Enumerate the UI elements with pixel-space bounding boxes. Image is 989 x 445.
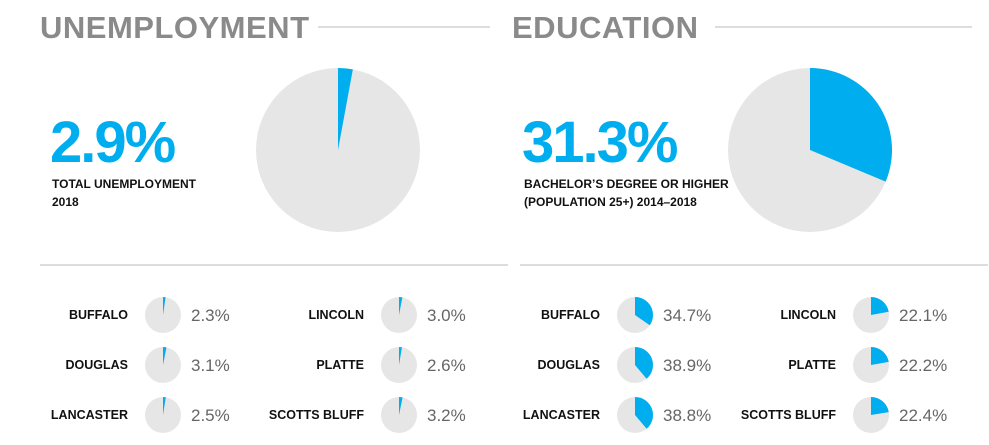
pie-slice — [338, 68, 353, 150]
county-name: LINCOLN — [780, 308, 836, 322]
county-value: 2.5% — [191, 406, 230, 425]
pie-slice — [163, 347, 167, 365]
county-value: 38.8% — [663, 406, 711, 425]
county-value: 3.1% — [191, 356, 230, 375]
pie-slice — [163, 397, 166, 415]
pie-slice — [163, 297, 166, 315]
county-name: PLATTE — [316, 358, 364, 372]
county-name: PLATTE — [788, 358, 836, 372]
headline-description: (POPULATION 25+) 2014–2018 — [524, 195, 697, 209]
pie-slice — [399, 397, 403, 415]
county-name: LINCOLN — [308, 308, 364, 322]
headline-description: TOTAL UNEMPLOYMENT — [52, 177, 197, 191]
county-name: DOUGLAS — [66, 358, 129, 372]
pie-slice — [635, 397, 654, 429]
county-value: 3.2% — [427, 406, 466, 425]
pie-slice — [871, 297, 889, 315]
pie-slice — [635, 347, 654, 379]
county-value: 22.1% — [899, 306, 947, 325]
county-name: SCOTTS BLUFF — [741, 408, 836, 422]
section-title: UNEMPLOYMENT — [40, 10, 310, 45]
pie-slice — [810, 68, 892, 182]
pie-slice — [871, 347, 889, 365]
county-value: 3.0% — [427, 306, 466, 325]
headline-description: 2018 — [52, 195, 79, 209]
county-name: BUFFALO — [69, 308, 128, 322]
pie-slice — [399, 347, 402, 365]
headline-value: 2.9% — [50, 110, 176, 175]
county-name: LANCASTER — [523, 408, 600, 422]
headline-value: 31.3% — [522, 110, 678, 175]
county-value: 38.9% — [663, 356, 711, 375]
pie-slice — [635, 297, 653, 326]
pie-slice — [399, 297, 403, 315]
pie-slice — [871, 397, 889, 415]
county-value: 22.2% — [899, 356, 947, 375]
county-name: BUFFALO — [541, 308, 600, 322]
headline-description: BACHELOR’S DEGREE OR HIGHER — [524, 177, 729, 191]
county-value: 34.7% — [663, 306, 711, 325]
county-name: DOUGLAS — [538, 358, 601, 372]
county-value: 22.4% — [899, 406, 947, 425]
county-name: SCOTTS BLUFF — [269, 408, 364, 422]
section-title: EDUCATION — [512, 10, 698, 45]
county-value: 2.3% — [191, 306, 230, 325]
county-value: 2.6% — [427, 356, 466, 375]
county-name: LANCASTER — [51, 408, 128, 422]
